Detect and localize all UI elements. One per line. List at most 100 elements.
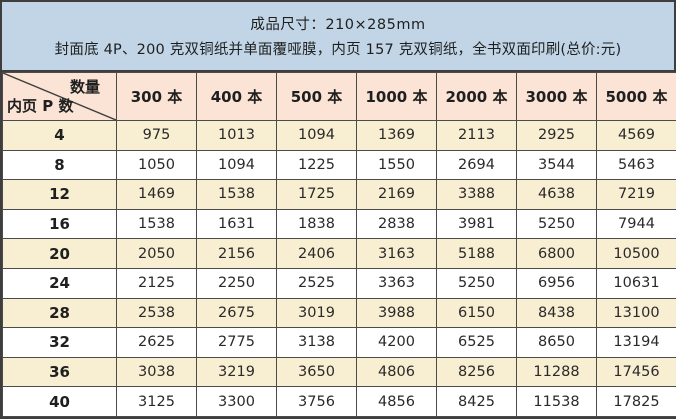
price-cell: 1225 [276, 149, 357, 181]
price-cell: 2050 [116, 238, 197, 269]
row-header-page-count: 24 [2, 267, 117, 299]
price-cell: 2838 [356, 208, 437, 240]
table-row: 32 2625 2775 3138 4200 6525 8650 13194 [2, 327, 676, 358]
price-cell: 7944 [596, 208, 676, 240]
row-header-page-count: 40 [2, 386, 117, 417]
table-row: 24 2125 2250 2525 3363 5250 6956 10631 [2, 267, 676, 299]
row-header-page-count: 36 [2, 356, 117, 388]
row-header-page-count: 8 [2, 149, 117, 181]
price-cell: 4200 [356, 327, 437, 358]
price-cell: 6956 [516, 267, 597, 299]
price-cell: 2525 [276, 267, 357, 299]
price-cell: 2538 [116, 297, 197, 329]
price-cell: 3138 [276, 327, 357, 358]
price-cell: 3163 [356, 238, 437, 269]
price-cell: 6150 [436, 297, 517, 329]
price-cell: 10631 [596, 267, 676, 299]
table-row: 8 1050 1094 1225 1550 2694 3544 5463 [2, 149, 676, 181]
quantity-column-header: 1000 本 [356, 72, 437, 121]
table-row: 28 2538 2675 3019 3988 6150 8438 13100 [2, 297, 676, 329]
price-cell: 2925 [516, 120, 597, 151]
price-cell: 4638 [516, 179, 597, 210]
price-cell: 3650 [276, 356, 357, 388]
quantity-column-header: 300 本 [116, 72, 197, 121]
price-cell: 8425 [436, 386, 517, 417]
price-cell: 1838 [276, 208, 357, 240]
table-row: 36 3038 3219 3650 4806 8256 11288 17456 [2, 356, 676, 388]
price-cell: 1538 [116, 208, 197, 240]
price-cell: 2625 [116, 327, 197, 358]
price-cell: 1094 [276, 120, 357, 151]
column-header-row: 数量 内页 P 数 300 本 400 本 500 本 1000 本 2000 本 300… [2, 72, 676, 121]
price-cell: 1538 [196, 179, 277, 210]
price-cell: 2169 [356, 179, 437, 210]
quantity-column-header: 5000 本 [596, 72, 676, 121]
price-cell: 6525 [436, 327, 517, 358]
price-cell: 10500 [596, 238, 676, 269]
price-cell: 1550 [356, 149, 437, 181]
price-cell: 11288 [516, 356, 597, 388]
quantity-column-header: 500 本 [276, 72, 357, 121]
price-cell: 2675 [196, 297, 277, 329]
price-cell: 3125 [116, 386, 197, 417]
row-header-page-count: 28 [2, 297, 117, 329]
price-cell: 8438 [516, 297, 597, 329]
table-row: 40 3125 3300 3756 4856 8425 11538 17825 [2, 386, 676, 417]
table-row: 12 1469 1538 1725 2169 3388 4638 7219 [2, 179, 676, 210]
row-header-page-count: 4 [2, 120, 117, 151]
price-table: 数量 内页 P 数 300 本 400 本 500 本 1000 本 2000 本 300… [2, 72, 676, 417]
price-cell: 1469 [116, 179, 197, 210]
price-cell: 5250 [436, 267, 517, 299]
price-cell: 4569 [596, 120, 676, 151]
price-cell: 1631 [196, 208, 277, 240]
price-cell: 2250 [196, 267, 277, 299]
price-cell: 3988 [356, 297, 437, 329]
table-title-band: 成品尺寸：210×285mm 封面底 4P、200 克双铜纸并单面覆哑膜，内页 … [2, 2, 674, 72]
price-cell: 11538 [516, 386, 597, 417]
price-cell: 3363 [356, 267, 437, 299]
title-size-line: 成品尺寸：210×285mm [250, 17, 426, 33]
price-cell: 1094 [196, 149, 277, 181]
row-header-page-count: 32 [2, 327, 117, 358]
price-cell: 3388 [436, 179, 517, 210]
price-cell: 4806 [356, 356, 437, 388]
diagonal-divider-line [3, 73, 116, 120]
quantity-column-header: 3000 本 [516, 72, 597, 121]
corner-label-quantity: 数量 [69, 78, 100, 96]
price-cell: 2156 [196, 238, 277, 269]
price-cell: 13194 [596, 327, 676, 358]
row-header-page-count: 16 [2, 208, 117, 240]
title-spec-line: 封面底 4P、200 克双铜纸并单面覆哑膜，内页 157 克双铜纸，全书双面印刷… [54, 42, 622, 58]
table-row: 16 1538 1631 1838 2838 3981 5250 7944 [2, 208, 676, 240]
table-row: 4 975 1013 1094 1369 2113 2925 4569 [2, 120, 676, 151]
price-cell: 2694 [436, 149, 517, 181]
price-cell: 3019 [276, 297, 357, 329]
price-cell: 3981 [436, 208, 517, 240]
quantity-column-header: 400 本 [196, 72, 277, 121]
price-cell: 17456 [596, 356, 676, 388]
price-cell: 2113 [436, 120, 517, 151]
price-cell: 4856 [356, 386, 437, 417]
price-cell: 3038 [116, 356, 197, 388]
price-cell: 975 [116, 120, 197, 151]
price-cell: 3544 [516, 149, 597, 181]
quantity-column-header: 2000 本 [436, 72, 517, 121]
price-cell: 7219 [596, 179, 676, 210]
table-body: 4 975 1013 1094 1369 2113 2925 4569 8 1050 1094 122… [2, 120, 676, 417]
price-cell: 8256 [436, 356, 517, 388]
price-cell: 2406 [276, 238, 357, 269]
row-header-page-count: 20 [2, 238, 117, 269]
price-cell: 17825 [596, 386, 676, 417]
corner-label-pages: 内页 P 数 [7, 97, 74, 115]
corner-cell: 数量 内页 P 数 [2, 72, 117, 121]
price-cell: 3756 [276, 386, 357, 417]
row-header-page-count: 12 [2, 179, 117, 210]
price-cell: 5250 [516, 208, 597, 240]
price-cell: 3300 [196, 386, 277, 417]
price-cell: 2125 [116, 267, 197, 299]
price-cell: 3219 [196, 356, 277, 388]
price-cell: 1050 [116, 149, 197, 181]
table-row: 20 2050 2156 2406 3163 5188 6800 10500 [2, 238, 676, 269]
price-cell: 2775 [196, 327, 277, 358]
